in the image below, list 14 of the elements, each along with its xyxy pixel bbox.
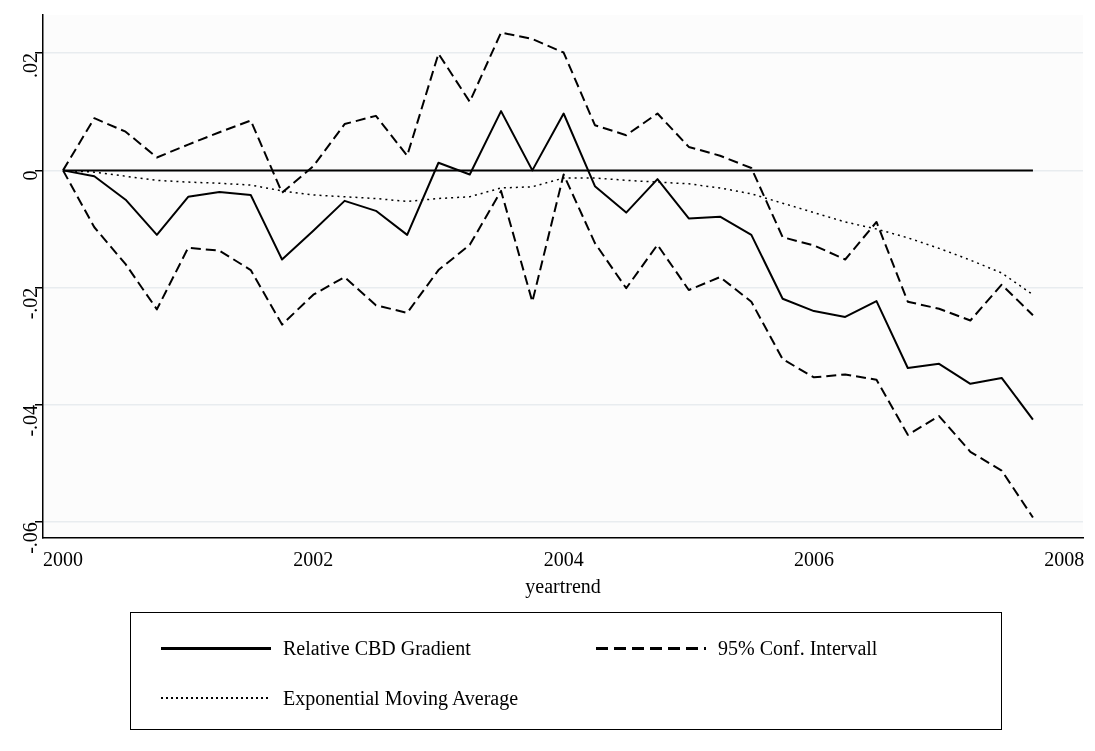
y-tick-label: -.02 bbox=[19, 287, 42, 320]
legend-label: Relative CBD Gradient bbox=[283, 636, 471, 660]
x-tick-label: 2004 bbox=[543, 548, 584, 571]
x-axis-title: yeartrend bbox=[525, 575, 601, 599]
legend-label: 95% Conf. Intervall bbox=[718, 636, 878, 660]
y-tick-label: 0 bbox=[19, 170, 42, 181]
legend-label: Exponential Moving Average bbox=[283, 686, 519, 710]
y-tick-label: -.04 bbox=[19, 404, 42, 437]
x-tick-label: 2002 bbox=[293, 548, 334, 571]
x-tick-label: 2000 bbox=[43, 548, 84, 571]
x-tick-label: 2008 bbox=[1044, 548, 1085, 571]
y-tick-label: -.06 bbox=[19, 522, 42, 554]
y-tick-label: .02 bbox=[19, 53, 42, 79]
x-tick-label: 2006 bbox=[793, 548, 834, 571]
